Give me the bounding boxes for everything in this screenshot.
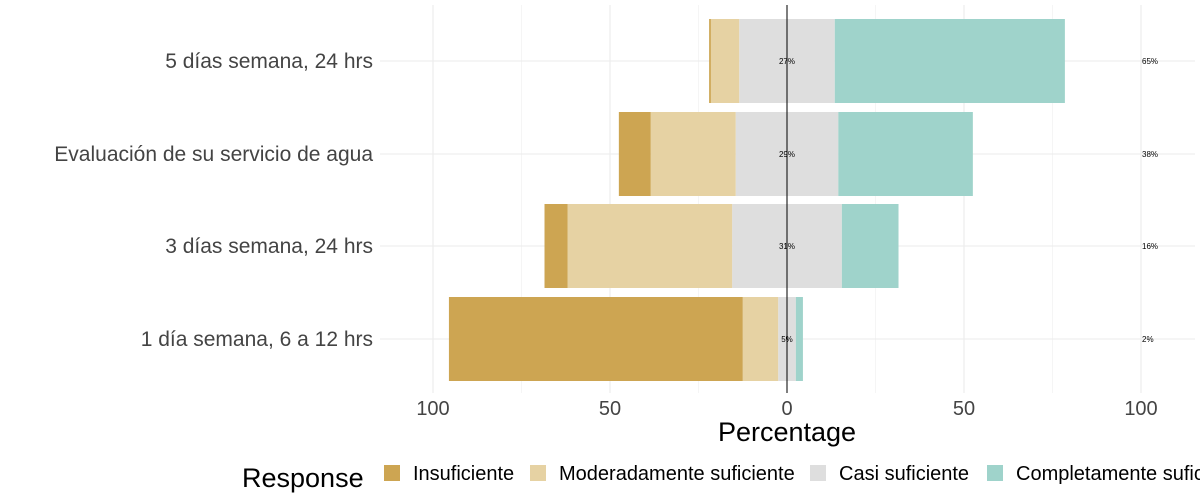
legend-swatch: [384, 465, 400, 481]
bar-segment-insuficiente: [618, 112, 651, 196]
x-axis-title: Percentage: [718, 417, 856, 447]
x-tick-label: 50: [599, 398, 621, 420]
x-tick-labels: 100 50 0 50 100: [416, 398, 1157, 420]
legend: Response Insuficiente Moderadamente sufic…: [242, 463, 1200, 493]
bar-segment-completamente: [838, 112, 973, 196]
bar-segment-insuficiente: [448, 297, 743, 381]
bar-segment-moderadamente: [742, 297, 779, 381]
x-tick-label: 100: [1124, 398, 1157, 420]
center-percent-label: 5%: [781, 335, 793, 344]
right-labels: 65% 38% 16% 2%: [1142, 57, 1158, 344]
legend-label: Moderadamente suficiente: [559, 463, 795, 485]
legend-label: Completamente suficiente: [1016, 463, 1200, 485]
x-tick-label: 50: [953, 398, 975, 420]
right-percent-label: 65%: [1142, 57, 1158, 66]
legend-label: Insuficiente: [413, 463, 514, 485]
right-percent-label: 2%: [1142, 335, 1154, 344]
bar-segment-completamente: [834, 19, 1065, 103]
center-percent-label: 31%: [779, 242, 795, 251]
x-tick-label: 100: [416, 398, 449, 420]
right-percent-label: 38%: [1142, 150, 1158, 159]
legend-title: Response: [242, 463, 364, 493]
bar-segment-completamente: [795, 297, 803, 381]
legend-label: Casi suficiente: [839, 463, 969, 485]
legend-swatch: [987, 465, 1003, 481]
center-labels: 27% 29% 31% 5%: [779, 57, 795, 344]
bar-segment-completamente: [841, 204, 899, 288]
category-label: 1 día semana, 6 a 12 hrs: [141, 328, 373, 351]
x-tick-label: 0: [781, 398, 792, 420]
bars: [448, 19, 1065, 381]
legend-swatch: [530, 465, 546, 481]
bar-segment-moderadamente: [650, 112, 736, 196]
center-percent-label: 27%: [779, 57, 795, 66]
center-percent-label: 29%: [779, 150, 795, 159]
right-percent-label: 16%: [1142, 242, 1158, 251]
legend-swatch: [810, 465, 826, 481]
bar-segment-moderadamente: [710, 19, 740, 103]
bar-segment-moderadamente: [567, 204, 733, 288]
category-label: 5 días semana, 24 hrs: [165, 50, 373, 73]
bar-segment-insuficiente: [709, 19, 711, 103]
category-label: 3 días semana, 24 hrs: [165, 235, 373, 258]
category-label: Evaluación de su servicio de agua: [54, 143, 373, 166]
category-labels: 5 días semana, 24 hrs Evaluación de su se…: [54, 50, 373, 351]
bar-segment-insuficiente: [544, 204, 568, 288]
